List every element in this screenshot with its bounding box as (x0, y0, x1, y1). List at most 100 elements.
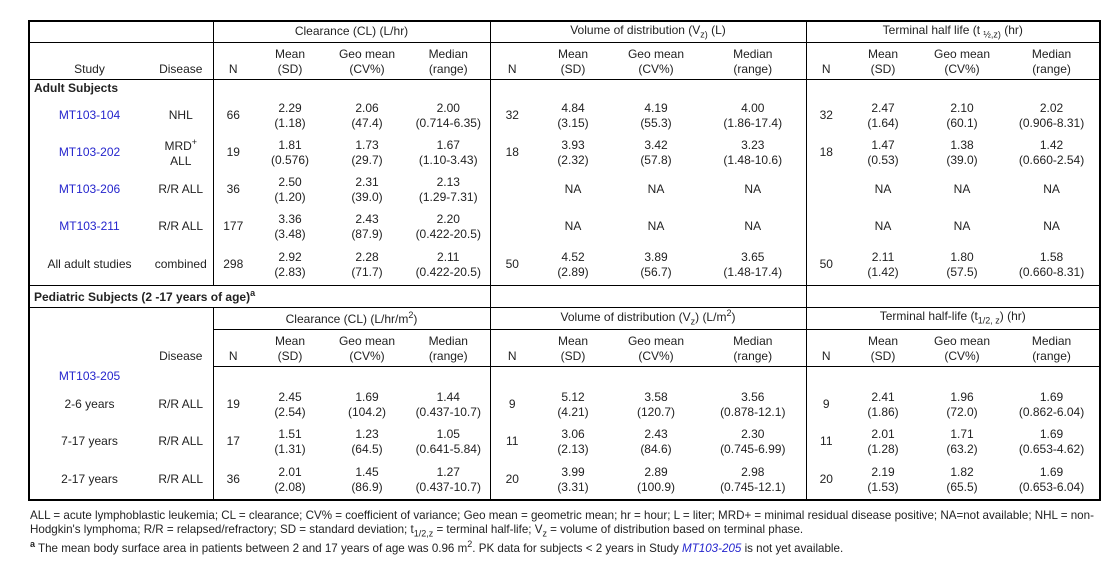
empty-cell (29, 329, 149, 366)
footnote-a-text: The mean body surface area in patients b… (35, 539, 683, 556)
geo-mean-cell: 1.82 (65.5) (946, 464, 978, 494)
column-header-disease: Disease (149, 42, 214, 80)
geo-mean-cell: 2.06 (47.4) (351, 100, 383, 130)
disease-cell: R/R ALL (149, 208, 214, 245)
median-range-cell: 1.42 (0.660-2.54) (1018, 137, 1085, 167)
mean-sd-cell: 2.47 (1.64) (867, 100, 899, 130)
empty-cell (490, 366, 807, 386)
geo-mean-cell: 1.45 (86.9) (351, 464, 383, 494)
geo-mean-cell: 2.10 (60.1) (946, 100, 978, 130)
median-range-cell: NA (700, 208, 807, 245)
median-range-cell: NA (700, 171, 807, 208)
n-cell: 66 (226, 108, 240, 123)
geo-mean-cell: 1.73 (29.7) (351, 137, 383, 167)
mean-sd-cell: 3.36 (3.48) (274, 211, 306, 241)
table-row: 2-17 years R/R ALL 36 2.01 (2.08) 1.45 (86… (29, 460, 1100, 500)
geo-mean-cell: 2.31 (39.0) (351, 174, 383, 204)
column-header-n: N (490, 42, 534, 80)
column-header-geo-mean: Geo mean (CV%) (327, 42, 407, 80)
column-header-mean-sd: Mean (SD) (534, 42, 612, 80)
n-cell: 50 (505, 257, 519, 272)
n-cell: 11 (506, 434, 519, 449)
n-cell: 19 (226, 397, 240, 412)
footnote-a: a The mean body surface area in patients… (30, 539, 1102, 556)
median-range-cell: 2.00 (0.714-6.35) (407, 97, 491, 134)
empty-cell (213, 366, 491, 386)
mean-sd-cell: NA (874, 182, 892, 197)
column-header-mean-sd: Mean (SD) (846, 42, 921, 80)
median-range-cell: 3.65 (1.48-17.4) (700, 245, 807, 285)
column-header-n: N (806, 329, 847, 367)
column-header-n: N (213, 42, 253, 80)
column-header-geo-mean: Geo mean (CV%) (920, 329, 1005, 367)
section-title-adult: Adult Subjects (29, 79, 214, 97)
median-range-cell: NA (1043, 219, 1060, 234)
column-header-median-range: Median (range) (1004, 42, 1101, 80)
n-cell: 9 (822, 397, 830, 412)
mean-sd-cell: 2.92 (2.83) (274, 250, 306, 279)
empty-cell (806, 366, 1100, 386)
n-cell: 18 (819, 145, 833, 160)
n-cell (490, 208, 534, 245)
mean-sd-cell: 2.19 (1.53) (867, 464, 899, 494)
n-cell: 18 (505, 145, 519, 160)
n-cell: 20 (819, 472, 833, 487)
median-range-cell: 1.67 (1.10-3.43) (407, 134, 491, 171)
study-link[interactable]: MT103-202 (58, 145, 121, 160)
geo-mean-cell: NA (647, 219, 665, 234)
group-header-volume-bsa: Volume of distribution (Vz) (L/m2) (490, 307, 807, 330)
median-range-cell: 2.20 (0.422-20.5) (407, 208, 491, 245)
n-cell (806, 171, 846, 208)
column-header-geo-mean: Geo mean (CV%) (612, 329, 700, 367)
column-header-mean-sd: Mean (SD) (534, 329, 612, 367)
median-range-cell: 3.23 (1.48-10.6) (700, 134, 807, 171)
mean-sd-cell: 3.06 (2.13) (557, 426, 589, 456)
geo-mean-cell: 1.80 (57.5) (946, 250, 978, 279)
disease-cell: R/R ALL (149, 423, 214, 460)
footnotes: ALL = acute lymphoblastic leukemia; CL =… (30, 509, 1102, 556)
median-range-cell: 2.98 (0.745-12.1) (700, 460, 807, 500)
geo-mean-cell: 1.71 (63.2) (946, 426, 978, 456)
n-cell: 50 (819, 257, 833, 272)
age-group-cell: 2-6 years (64, 397, 115, 412)
study-link[interactable]: MT103-205 (58, 368, 121, 383)
mean-sd-cell: 2.11 (1.42) (867, 250, 899, 279)
n-cell: 32 (819, 108, 833, 123)
empty-cell (806, 79, 1100, 97)
age-group-cell: 2-17 years (61, 472, 118, 487)
geo-mean-cell: NA (647, 182, 665, 197)
column-header-mean-sd: Mean (SD) (253, 329, 327, 367)
column-header-n: N (490, 329, 534, 367)
mean-sd-cell: 5.12 (4.21) (557, 389, 589, 419)
geo-mean-cell: 2.43 (87.9) (351, 211, 383, 241)
table-row: MT103-104 NHL 66 2.29 (1.18) 2.06 (47.4) 2… (29, 97, 1100, 134)
pediatric-section-row: Pediatric Subjects (2 -17 years of age)a (29, 284, 1101, 308)
footnote-study-link[interactable]: MT103-205 (682, 542, 742, 556)
section-title-pediatric: Pediatric Subjects (2 -17 years of age)a (29, 284, 491, 308)
n-cell: 9 (508, 397, 516, 412)
empty-cell (490, 284, 807, 308)
column-header-median-range: Median (range) (700, 42, 807, 80)
adult-section-row: Adult Subjects (29, 79, 1100, 97)
mean-sd-cell: 2.41 (1.86) (867, 389, 899, 419)
mean-sd-cell: NA (564, 219, 582, 234)
empty-cell (806, 284, 1101, 308)
geo-mean-cell: 2.43 (84.6) (640, 426, 672, 456)
geo-mean-cell: 3.89 (56.7) (640, 250, 672, 279)
mean-sd-cell: 4.84 (3.15) (557, 100, 589, 130)
column-header-geo-mean: Geo mean (CV%) (920, 42, 1005, 80)
median-range-cell: 2.11 (0.422-20.5) (407, 245, 491, 285)
table-row: MT103-206 R/R ALL 36 2.50 (1.20) 2.31 (39.… (29, 171, 1100, 208)
mean-sd-cell: 1.47 (0.53) (867, 137, 899, 167)
column-header-study: Study (29, 42, 149, 80)
study-link[interactable]: MT103-211 (59, 219, 120, 234)
study-link[interactable]: MT103-104 (58, 108, 121, 123)
median-range-cell: 1.58 (0.660-8.31) (1018, 250, 1085, 279)
study-cell: All adult studies (47, 257, 132, 272)
study-link[interactable]: MT103-206 (58, 182, 121, 197)
median-range-cell: 1.44 (0.437-10.7) (407, 386, 491, 423)
column-header-n: N (806, 42, 847, 80)
median-range-cell: 3.56 (0.878-12.1) (700, 386, 807, 423)
pk-parameters-table: Clearance (CL) (L/hr) Volume of distribu… (28, 20, 1102, 501)
median-range-cell: 1.69 (0.653-6.04) (1018, 464, 1085, 494)
